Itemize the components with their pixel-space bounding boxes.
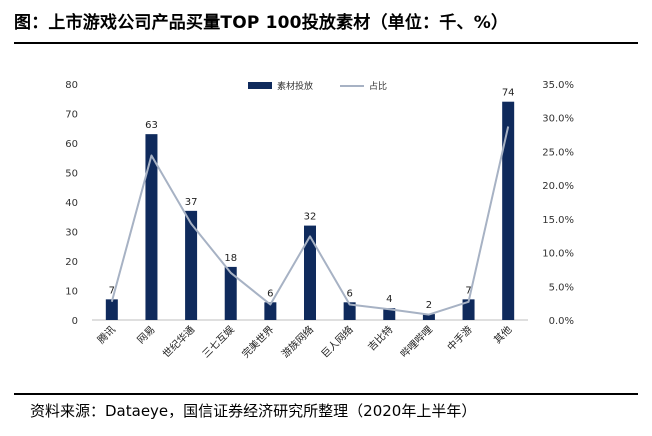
- y-left-tick-label: 60: [65, 139, 78, 150]
- share-line: [110, 126, 510, 316]
- bar-data-label: 63: [145, 120, 158, 131]
- bar: [304, 225, 316, 320]
- bar-data-label: 37: [185, 197, 198, 208]
- x-category-label: 其他: [491, 323, 514, 346]
- bar: [383, 308, 396, 320]
- y-right-tick-label: 20.0%: [542, 181, 574, 192]
- y-right-tick-label: 30.0%: [542, 114, 574, 125]
- y-left-tick-label: 0: [72, 316, 78, 327]
- bar-data-label: 18: [224, 253, 237, 264]
- bar: [185, 210, 198, 320]
- bar-data-label: 2: [426, 300, 432, 311]
- source-note: 资料来源：Dataeye，国信证券经济研究所整理（2020年上半年）: [30, 402, 477, 420]
- bar-data-label: 4: [386, 294, 392, 305]
- bar: [462, 299, 475, 320]
- y-left-tick-label: 80: [65, 80, 78, 91]
- legend-bar-swatch: [248, 82, 272, 89]
- y-right-tick-label: 0.0%: [549, 316, 574, 327]
- y-left-tick-label: 10: [65, 287, 78, 298]
- bar: [502, 101, 515, 320]
- y-right-tick-label: 15.0%: [542, 215, 574, 226]
- source-rule: [14, 393, 638, 395]
- y-right-tick-label: 35.0%: [542, 80, 574, 91]
- x-category-label: 巨人网络: [318, 323, 355, 360]
- y-left-tick-label: 20: [65, 257, 78, 268]
- y-left-tick-label: 40: [65, 198, 78, 209]
- bar: [105, 299, 118, 320]
- y-left-tick-label: 70: [65, 110, 78, 121]
- bar-data-label: 6: [267, 288, 273, 299]
- legend-line-label: 占比: [369, 80, 387, 92]
- y-right-tick-label: 25.0%: [542, 147, 574, 158]
- y-left-tick-label: 50: [65, 169, 78, 180]
- bar-data-label: 6: [346, 288, 352, 299]
- bar: [224, 266, 237, 320]
- x-category-label: 游族网络: [279, 323, 316, 360]
- y-left-tick-label: 30: [65, 228, 78, 239]
- chart-title: 图：上市游戏公司产品买量TOP 100投放素材（单位：千、%）: [14, 13, 509, 33]
- x-category-label: 网易: [135, 324, 158, 347]
- legend-bar-label: 素材投放: [277, 80, 313, 92]
- bar-data-label: 7: [465, 285, 471, 296]
- x-category-label: 腾讯: [95, 323, 118, 346]
- bar-data-label: 7: [109, 285, 115, 296]
- bar: [422, 314, 435, 320]
- bar: [343, 302, 356, 320]
- x-category-label: 哔哩哔哩: [398, 323, 435, 360]
- x-category-label: 世纪华通: [160, 323, 197, 360]
- bar-data-label: 32: [304, 212, 317, 223]
- title-rule: [14, 42, 638, 44]
- x-category-label: 三七互娱: [199, 323, 236, 360]
- y-right-tick-label: 10.0%: [542, 249, 574, 260]
- x-category-label: 吉比特: [366, 324, 396, 354]
- bar-data-label: 74: [502, 88, 515, 99]
- y-right-tick-label: 5.0%: [549, 282, 574, 293]
- bar: [264, 302, 277, 320]
- combo-chart: 0 10 20 30 40 50 60 70 80 0.0% 5.0% 10.0% 15.0% 20.0%…: [65, 80, 574, 360]
- x-category-label: 完美世界: [239, 323, 276, 360]
- x-category-label: 中手游: [444, 323, 474, 353]
- bar: [145, 134, 158, 320]
